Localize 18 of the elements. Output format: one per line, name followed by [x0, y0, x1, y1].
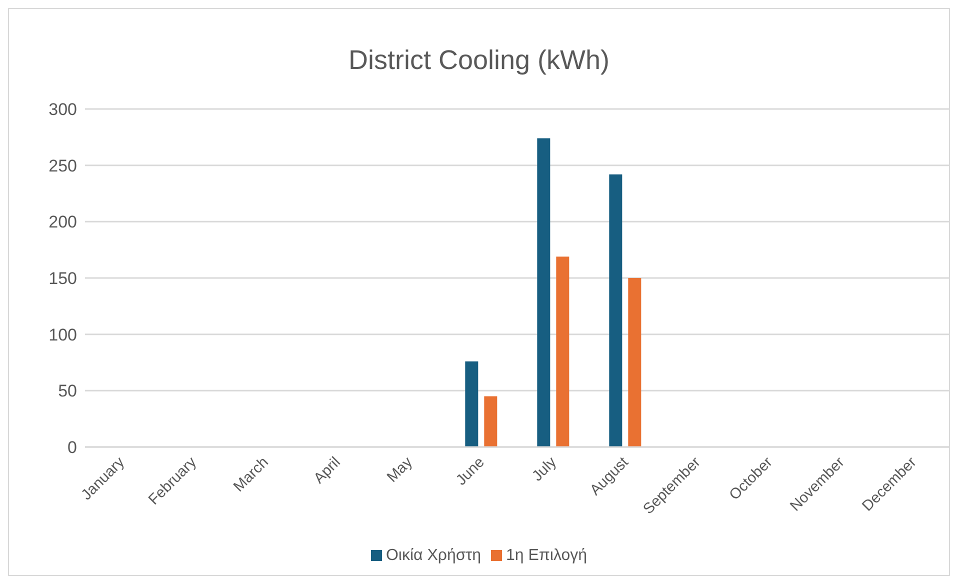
legend-label: 1η Επιλογή	[506, 547, 588, 564]
y-tick-label: 100	[48, 325, 77, 344]
bar	[465, 361, 478, 447]
x-tick-label: July	[528, 453, 560, 485]
y-tick-label: 250	[48, 156, 77, 176]
bar	[537, 138, 550, 447]
bar	[556, 256, 570, 447]
y-tick-label: 150	[48, 269, 77, 288]
bar	[628, 278, 642, 447]
x-tick-label: May	[384, 453, 416, 486]
bar	[609, 174, 622, 447]
y-tick-label: 300	[48, 100, 77, 120]
chart-title: District Cooling (kWh)	[347, 45, 611, 77]
legend-label: Οικία Χρήστη	[386, 547, 481, 564]
y-tick-label: 50	[58, 382, 77, 401]
y-tick-label: 0	[68, 438, 77, 458]
y-tick-label: 200	[48, 212, 77, 232]
bar	[484, 396, 498, 447]
